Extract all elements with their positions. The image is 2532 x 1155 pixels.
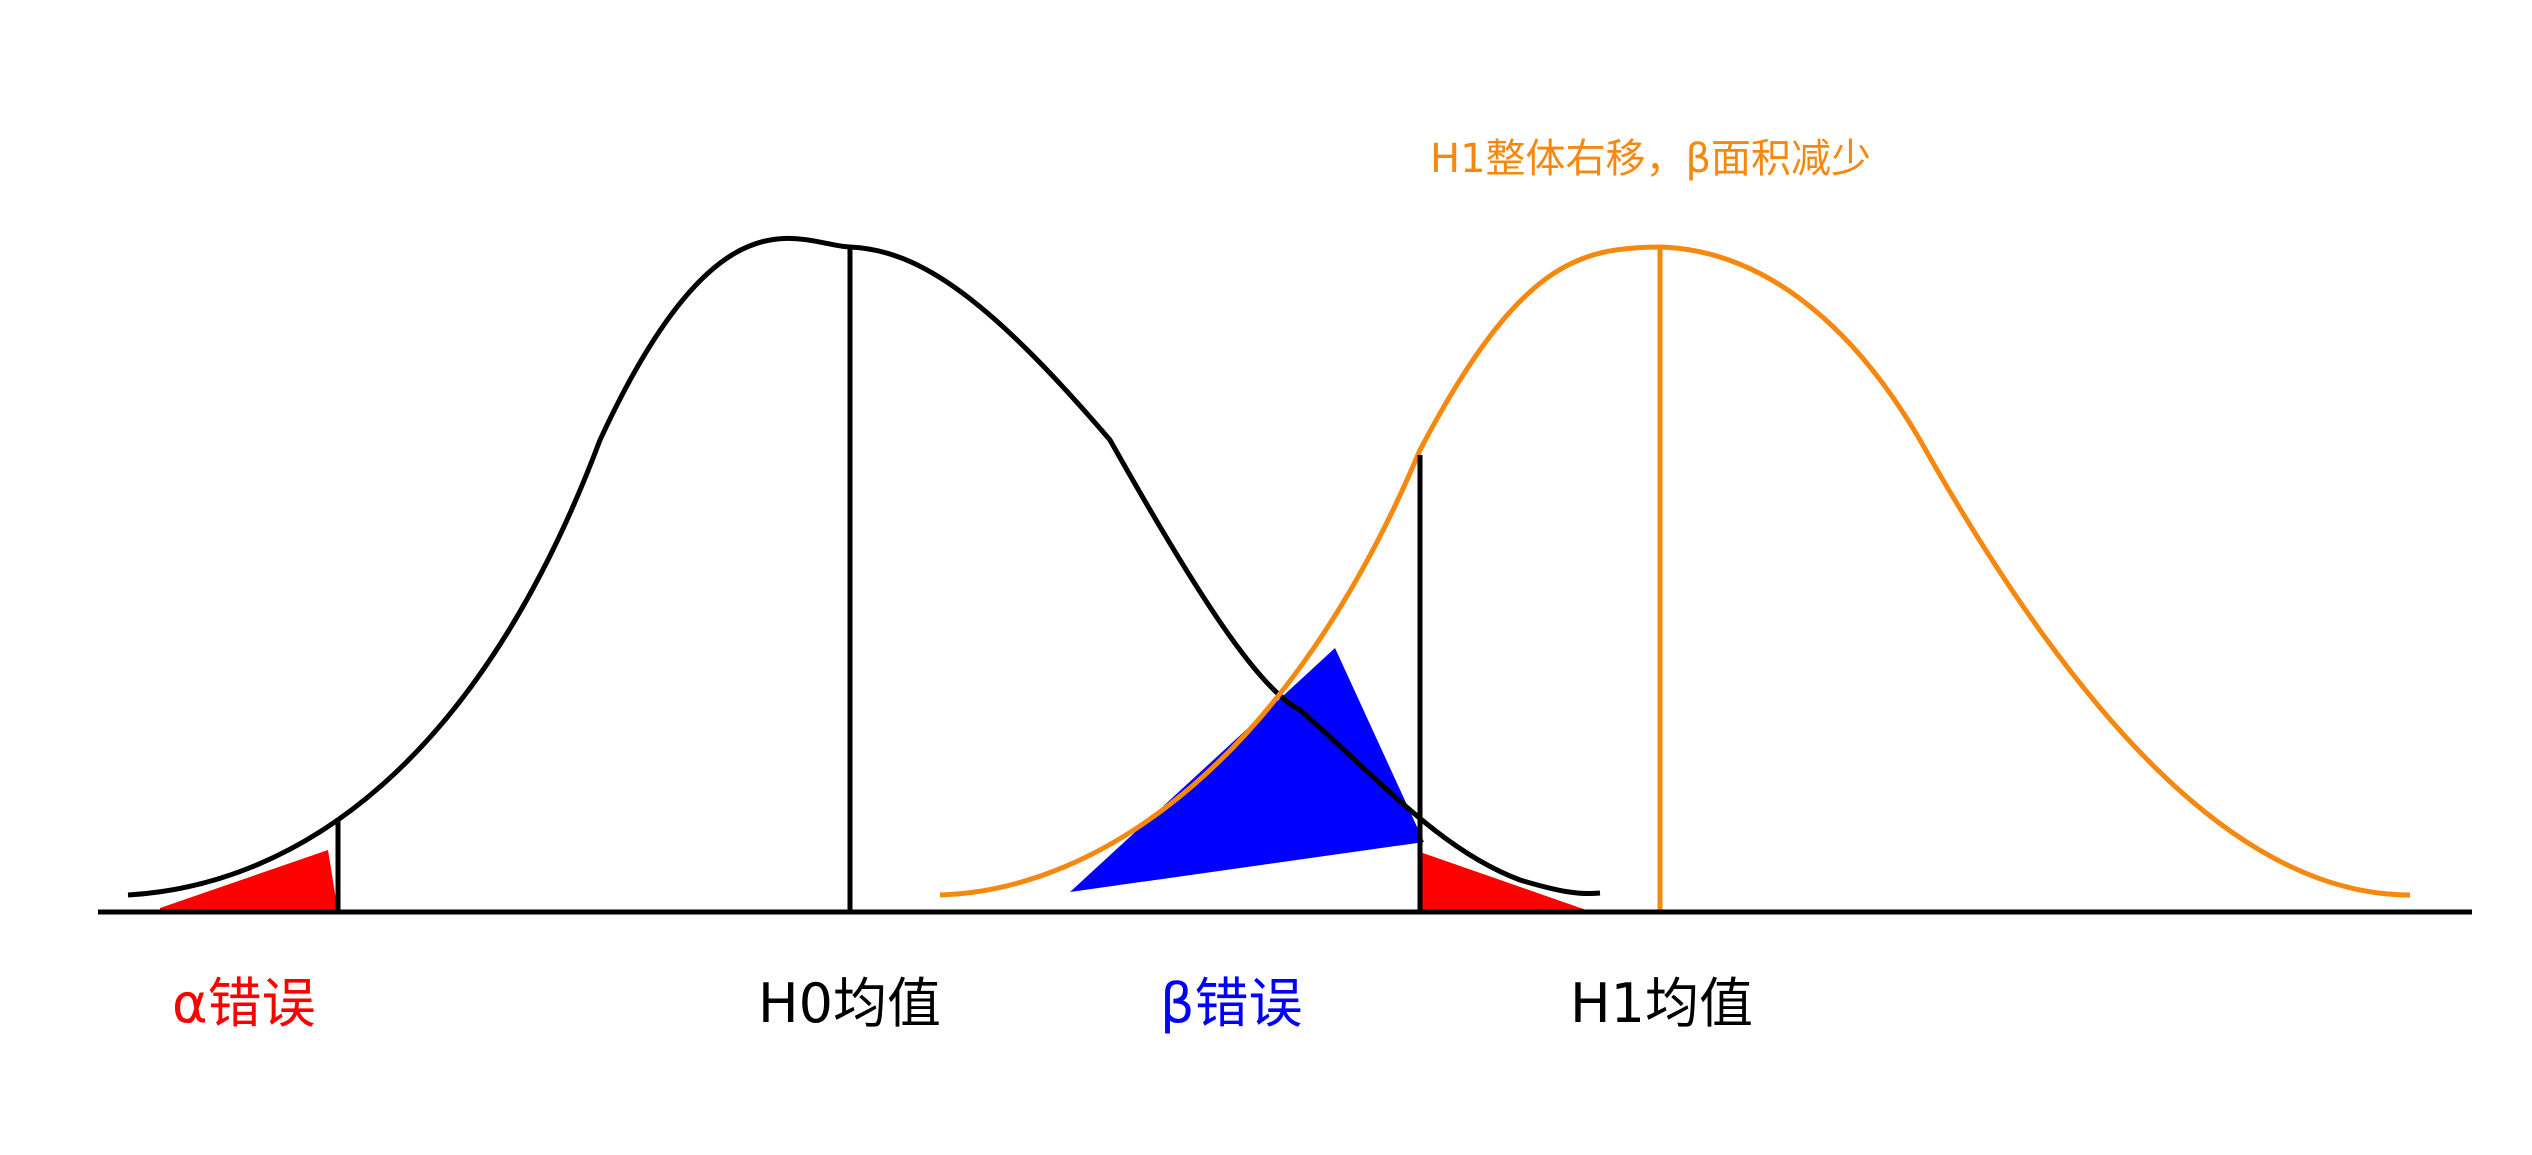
alpha-region-right — [1418, 852, 1592, 912]
alpha-region-left — [160, 850, 338, 912]
h0-mean-label: H0均值 — [758, 972, 941, 1035]
h1-distribution-curve — [939, 244, 2411, 898]
annotation-h1-shift: H1整体右移，β面积减少 — [1430, 136, 1871, 182]
beta-error-label: β错误 — [1160, 972, 1302, 1035]
beta-region — [1070, 648, 1424, 892]
h0-distribution-curve — [127, 235, 1601, 898]
h1-mean-label: H1均值 — [1570, 972, 1753, 1035]
alpha-error-label: α错误 — [172, 972, 316, 1035]
